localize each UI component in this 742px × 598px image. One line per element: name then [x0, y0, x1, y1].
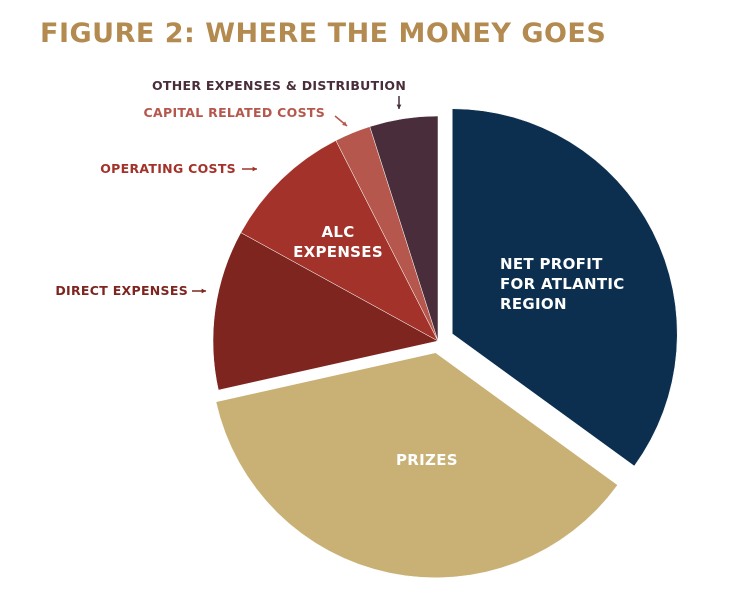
outer-label: OPERATING COSTS [100, 161, 236, 176]
pie-slice [215, 352, 618, 578]
arrow-head [201, 288, 206, 294]
pie-slice [240, 140, 439, 342]
slice-label: PRIZES [396, 451, 458, 469]
outer-label: CAPITAL RELATED COSTS [143, 105, 325, 120]
arrow-head [252, 166, 257, 172]
pie-slice [212, 232, 439, 391]
arrow-head [342, 121, 347, 126]
pie-slice [369, 115, 439, 342]
arrow-head [396, 104, 402, 109]
slice-label: NET PROFIT FOR ATLANTIC REGION [500, 255, 625, 313]
outer-label: DIRECT EXPENSES [55, 283, 188, 298]
pie-slice [452, 108, 678, 467]
outer-label: OTHER EXPENSES & DISTRIBUTION [152, 78, 407, 93]
chart-title: FIGURE 2: WHERE THE MONEY GOES [40, 18, 607, 49]
annotation: ALC EXPENSES [293, 223, 383, 261]
